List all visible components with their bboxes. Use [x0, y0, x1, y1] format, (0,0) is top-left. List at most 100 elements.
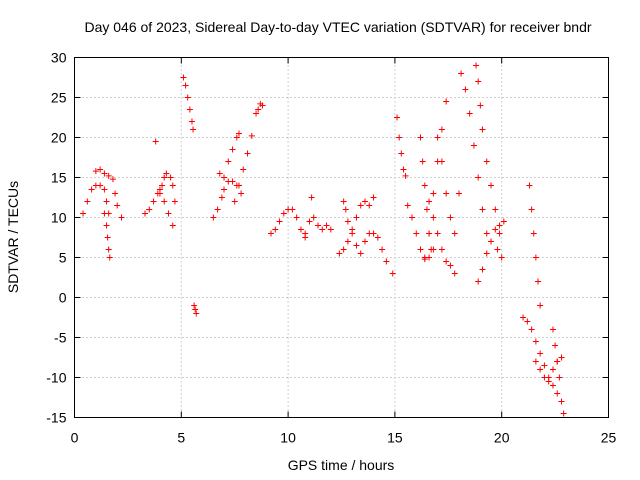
data-point: [327, 226, 334, 233]
data-point: [92, 168, 99, 175]
data-point: [97, 166, 104, 173]
data-point: [276, 218, 283, 225]
data-point: [80, 210, 87, 217]
data-series-arc-27: [455, 190, 462, 197]
data-point: [161, 174, 168, 181]
data-point: [541, 362, 548, 369]
data-series-arc-2: [92, 166, 125, 221]
data-point: [156, 190, 163, 197]
data-point: [193, 310, 200, 317]
data-point: [180, 74, 187, 81]
data-point: [537, 302, 544, 309]
data-series-arc-1: [80, 182, 112, 217]
data-point: [216, 170, 223, 177]
data-point: [528, 326, 535, 333]
data-point: [541, 374, 548, 381]
data-point: [520, 314, 527, 321]
data-point: [171, 198, 178, 205]
data-point: [434, 134, 441, 141]
data-point: [530, 230, 537, 237]
data-point: [191, 302, 198, 309]
data-point: [167, 174, 174, 181]
x-tick-label: 10: [280, 430, 296, 446]
data-point: [169, 222, 176, 229]
data-point: [253, 110, 260, 117]
data-point: [428, 246, 435, 253]
data-point: [492, 226, 499, 233]
grid: [74, 57, 609, 418]
data-series-arc-4: [141, 186, 176, 229]
data-point: [443, 258, 450, 265]
data-point: [235, 182, 242, 189]
data-point: [438, 158, 445, 165]
data-point: [483, 230, 490, 237]
data-point: [370, 194, 377, 201]
data-point: [370, 230, 377, 237]
data-point: [443, 190, 450, 197]
data-series-arc-21: [394, 114, 409, 179]
data-point: [248, 132, 255, 139]
data-point: [306, 218, 313, 225]
data-point: [114, 202, 121, 209]
data-point: [462, 86, 469, 93]
data-point: [560, 410, 567, 417]
x-tick-label: 0: [71, 430, 79, 446]
y-tick-label: 30: [51, 50, 67, 66]
data-points: [80, 62, 567, 417]
data-point: [494, 246, 501, 253]
data-point: [492, 206, 499, 213]
data-series-arc-24: [421, 98, 450, 261]
data-point: [455, 190, 462, 197]
data-point: [221, 186, 228, 193]
data-point: [470, 142, 477, 149]
data-point: [238, 190, 245, 197]
data-point: [417, 246, 424, 253]
data-point: [244, 150, 251, 157]
data-point: [344, 238, 351, 245]
data-series-arc-3: [101, 210, 113, 261]
data-point: [182, 82, 189, 89]
data-point: [443, 98, 450, 105]
data-point: [528, 206, 535, 213]
data-point: [103, 198, 110, 205]
data-series-arc-11: [221, 130, 242, 181]
data-point: [389, 270, 396, 277]
data-point: [549, 382, 556, 389]
x-axis-title: GPS time / hours: [288, 457, 395, 473]
chart-title: Day 046 of 2023, Sidereal Day-to-day VTE…: [84, 19, 591, 35]
data-point: [280, 210, 287, 217]
y-tick-label: 5: [59, 250, 67, 266]
data-point: [396, 134, 403, 141]
data-point: [558, 354, 565, 361]
data-point: [353, 242, 360, 249]
data-point: [421, 254, 428, 261]
data-point: [426, 198, 433, 205]
data-point: [400, 166, 407, 173]
data-point: [240, 166, 247, 173]
data-point: [430, 214, 437, 221]
data-point: [315, 222, 322, 229]
data-point: [150, 198, 157, 205]
data-point: [361, 198, 368, 205]
data-point: [353, 214, 360, 221]
data-point: [404, 202, 411, 209]
data-series-arc-12: [231, 132, 255, 205]
data-point: [184, 94, 191, 101]
data-series-arc-6: [152, 138, 159, 145]
data-point: [537, 366, 544, 373]
data-point: [159, 182, 166, 189]
plot-frame: [74, 57, 609, 418]
data-point: [225, 158, 232, 165]
data-point: [101, 210, 108, 217]
data-series-arc-5: [156, 170, 178, 205]
y-tick-label: -10: [46, 370, 66, 386]
data-point: [488, 182, 495, 189]
data-point: [483, 158, 490, 165]
data-series-arc-25: [426, 198, 458, 277]
data-point: [447, 214, 454, 221]
data-series-arc-22: [404, 202, 437, 263]
data-point: [366, 202, 373, 209]
x-tick-label: 5: [177, 430, 185, 446]
data-point: [319, 226, 326, 233]
